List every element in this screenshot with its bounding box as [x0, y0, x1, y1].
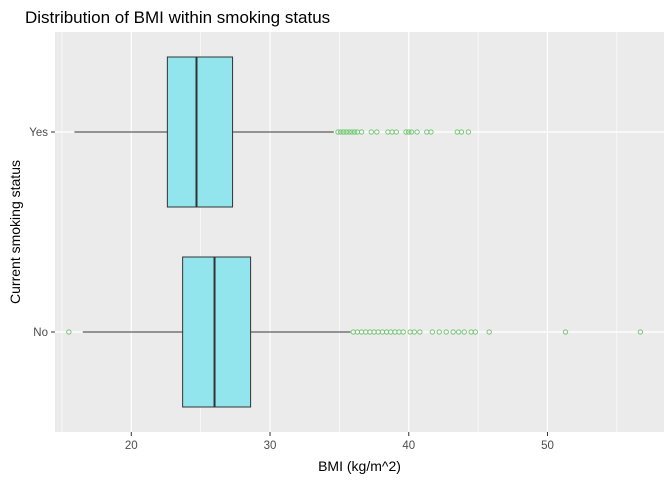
- box-layer: [66, 56, 644, 408]
- y-axis-title: Current smoking status: [7, 160, 23, 304]
- outlier-point: [349, 129, 355, 135]
- y-tick-label: Yes: [29, 127, 48, 139]
- outlier-point: [406, 129, 412, 135]
- outlier-point: [343, 129, 349, 135]
- y-tick-label: No: [33, 327, 48, 339]
- outlier-point: [400, 329, 406, 335]
- outlier-point: [486, 329, 492, 335]
- outlier-point: [66, 329, 72, 335]
- box-group-no: [66, 256, 644, 408]
- box-group-yes: [74, 56, 472, 208]
- outlier-point: [417, 329, 423, 335]
- outlier-point: [637, 329, 644, 335]
- outlier-point: [429, 329, 435, 335]
- outlier-point: [456, 329, 462, 335]
- outlier-point: [346, 129, 352, 135]
- outlier-point: [374, 129, 380, 135]
- outlier-point: [450, 329, 456, 335]
- iqr-box: [182, 256, 252, 408]
- outlier-point: [368, 129, 374, 135]
- outlier-point: [411, 329, 417, 335]
- outlier-point: [403, 129, 409, 135]
- outlier-point: [338, 129, 344, 135]
- iqr-box: [166, 56, 234, 208]
- outlier-point: [335, 129, 341, 135]
- tick-layer: 20 30 40 50 Yes No: [29, 127, 554, 452]
- outlier-point: [472, 329, 478, 335]
- outlier-point: [436, 329, 442, 335]
- outlier-point: [393, 129, 399, 135]
- x-axis-title: BMI (kg/m^2): [318, 458, 401, 474]
- outlier-point: [340, 129, 347, 135]
- outlier-point: [465, 129, 472, 135]
- outlier-point: [428, 129, 434, 135]
- chart-title: Distribution of BMI within smoking statu…: [25, 8, 330, 27]
- x-tick-label: 40: [402, 440, 415, 452]
- outlier-point: [358, 129, 365, 135]
- x-tick-label: 20: [125, 440, 138, 452]
- plot-panel: [55, 32, 664, 432]
- x-tick-label: 30: [264, 440, 277, 452]
- outlier-point: [562, 329, 569, 335]
- outlier-point: [414, 129, 420, 135]
- outlier-point: [351, 129, 358, 135]
- outlier-point: [408, 129, 415, 135]
- outlier-point: [458, 129, 465, 135]
- x-tick-label: 50: [541, 440, 554, 452]
- outlier-point: [461, 329, 467, 335]
- outlier-point: [443, 329, 449, 335]
